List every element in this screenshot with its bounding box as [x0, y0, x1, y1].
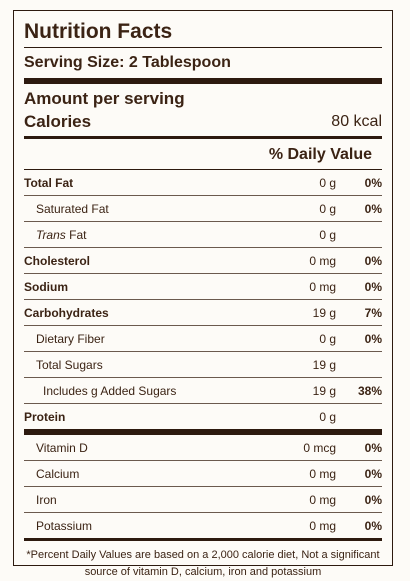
- vitamin-dv: 0%: [364, 466, 382, 481]
- vitamin-amount: 0 mg: [309, 492, 336, 507]
- nutrient-dv: 0%: [364, 253, 382, 268]
- divider-medium: [24, 538, 382, 541]
- daily-value-header: % Daily Value: [268, 146, 372, 163]
- nutrient-row-total-fat: Total Fat 0 g 0%: [24, 170, 382, 195]
- divider-medium: [24, 136, 382, 139]
- nutrient-amount: 19 g: [312, 357, 336, 372]
- nutrient-dv: 0%: [364, 201, 382, 216]
- nutrient-name: Includes g Added Sugars: [43, 383, 177, 398]
- nutrient-row-protein: Protein 0 g: [24, 403, 382, 429]
- divider: [24, 169, 382, 170]
- label-title: Nutrition Facts: [24, 20, 173, 43]
- nutrient-name: Trans Fat: [24, 228, 256, 242]
- nutrient-name: Total Fat: [24, 175, 74, 190]
- nutrient-row-sodium: Sodium 0 mg 0%: [24, 273, 382, 299]
- divider-thick: [24, 429, 382, 435]
- nutrient-name: Cholesterol: [24, 253, 91, 268]
- nutrient-dv: 7%: [364, 305, 382, 320]
- nutrient-amount: 0 g: [319, 409, 336, 424]
- nutrient-amount: 19 g: [312, 305, 336, 320]
- vitamin-amount: 0 mg: [309, 466, 336, 481]
- footnote: *Percent Daily Values are based on a 2,0…: [26, 549, 380, 578]
- nutrient-name: Protein: [24, 409, 66, 424]
- nutrient-row-cholesterol: Cholesterol 0 mg 0%: [24, 247, 382, 273]
- vitamin-name: Potassium: [36, 518, 93, 533]
- divider-thick: [24, 78, 382, 84]
- nutrient-amount: 0 g: [319, 201, 336, 216]
- vitamin-row-iron: Iron 0 mg 0%: [24, 486, 382, 512]
- nutrient-dv: 0%: [364, 279, 382, 294]
- vitamin-row-calcium: Calcium 0 mg 0%: [24, 460, 382, 486]
- vitamin-row-vitamin-d: Vitamin D 0 mcg 0%: [24, 435, 382, 460]
- nutrient-name: Dietary Fiber: [36, 331, 105, 346]
- nutrient-amount: 0 mg: [309, 253, 336, 268]
- nutrient-amount: 0 g: [319, 227, 336, 242]
- trans-italic: Trans: [36, 227, 66, 242]
- nutrient-row-trans-fat: Trans Fat 0 g: [24, 221, 382, 247]
- vitamin-dv: 0%: [364, 440, 382, 455]
- vitamin-amount: 0 mcg: [303, 440, 336, 455]
- vitamin-dv: 0%: [364, 492, 382, 507]
- calories-label: Calories: [24, 112, 92, 131]
- nutrient-name: Total Sugars: [36, 357, 103, 372]
- nutrient-dv: 38%: [357, 383, 382, 398]
- vitamin-row-potassium: Potassium 0 mg 0%: [24, 512, 382, 538]
- nutrient-dv: 0%: [364, 175, 382, 190]
- nutrient-amount: 19 g: [312, 383, 336, 398]
- amount-per-serving: Amount per serving: [24, 89, 185, 108]
- nutrient-row-added-sugars: Includes g Added Sugars 19 g 38%: [24, 377, 382, 403]
- nutrition-label: Nutrition Facts Serving Size: 2 Tablespo…: [13, 10, 393, 578]
- nutrient-row-saturated-fat: Saturated Fat 0 g 0%: [24, 195, 382, 221]
- trans-rest: Fat: [65, 227, 87, 242]
- calories-value: 80 kcal: [331, 113, 382, 130]
- nutrient-row-total-sugars: Total Sugars 19 g: [24, 351, 382, 377]
- nutrient-amount: 0 g: [319, 175, 336, 190]
- serving-size: Serving Size: 2 Tablespoon: [24, 54, 231, 71]
- nutrient-name: Carbohydrates: [24, 305, 109, 320]
- calories-row: Calories 80 kcal: [24, 110, 382, 136]
- nutrient-amount: 0 g: [319, 331, 336, 346]
- divider: [24, 47, 382, 48]
- nutrient-name: Saturated Fat: [36, 201, 109, 216]
- nutrient-row-carbohydrates: Carbohydrates 19 g 7%: [24, 299, 382, 325]
- vitamin-name: Iron: [36, 492, 57, 507]
- nutrient-amount: 0 mg: [309, 279, 336, 294]
- vitamin-dv: 0%: [364, 518, 382, 533]
- vitamin-name: Vitamin D: [36, 440, 88, 455]
- nutrient-name: Sodium: [24, 279, 68, 294]
- nutrient-dv: 0%: [364, 331, 382, 346]
- vitamin-name: Calcium: [36, 466, 80, 481]
- nutrient-row-dietary-fiber: Dietary Fiber 0 g 0%: [24, 325, 382, 351]
- vitamin-amount: 0 mg: [309, 518, 336, 533]
